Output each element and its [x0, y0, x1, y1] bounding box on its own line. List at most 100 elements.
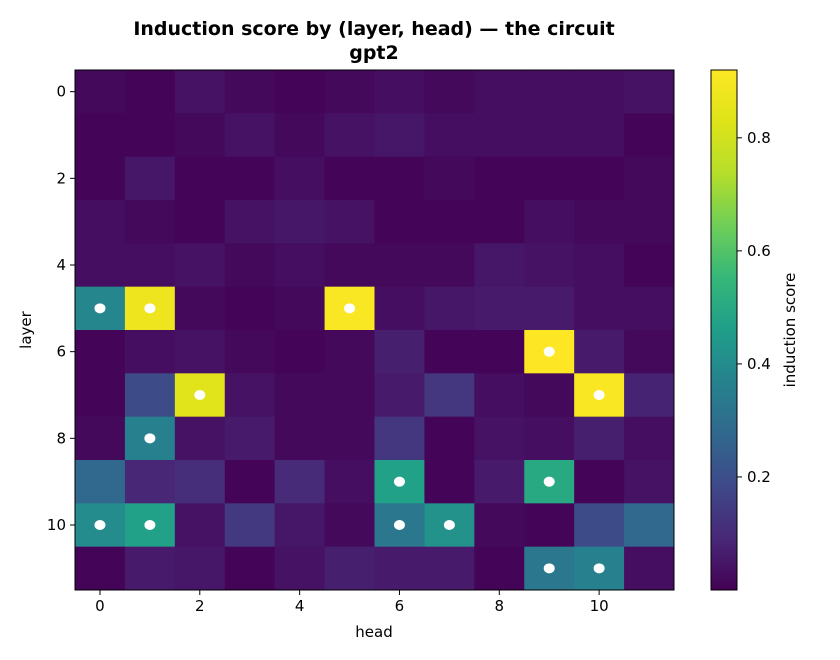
- x-tick-label: 8: [495, 597, 505, 615]
- heatmap-cell: [75, 70, 126, 114]
- heatmap-cell: [424, 156, 475, 201]
- heatmap-cell: [474, 200, 525, 244]
- colorbar-tick-label: 0.8: [747, 129, 771, 147]
- heatmap-cell: [524, 243, 575, 288]
- heatmap-cell: [224, 200, 276, 244]
- heatmap-cell: [324, 200, 375, 244]
- circuit-head-marker: [144, 303, 156, 314]
- heatmap-cell: [524, 416, 575, 461]
- heatmap-cell: [124, 113, 176, 158]
- heatmap-cell: [474, 286, 525, 331]
- heatmap-cell: [424, 200, 475, 244]
- heatmap-cell: [174, 243, 226, 288]
- heatmap-cell: [324, 243, 375, 288]
- heatmap-cell: [324, 330, 375, 374]
- heatmap-cell: [224, 113, 276, 158]
- heatmap-cell: [224, 70, 276, 114]
- x-tick-label: 4: [295, 597, 305, 615]
- heatmap-cell: [574, 503, 625, 548]
- heatmap-cell: [474, 546, 525, 591]
- heatmap-cell: [174, 460, 226, 504]
- heatmap-cell: [424, 243, 475, 288]
- heatmap-cell: [574, 70, 625, 114]
- heatmap-cell: [224, 503, 276, 548]
- heatmap-cell: [474, 156, 525, 201]
- heatmap-cell: [324, 503, 375, 548]
- heatmap-cell: [624, 156, 675, 201]
- chart-title: Induction score by (layer, head) — the c…: [133, 18, 614, 40]
- heatmap-cell: [174, 113, 226, 158]
- heatmap-cell: [75, 330, 126, 374]
- heatmap-cell: [124, 156, 176, 201]
- circuit-head-marker: [144, 433, 156, 444]
- heatmap-cell: [75, 113, 126, 158]
- heatmap-cell: [374, 330, 425, 374]
- circuit-head-marker: [543, 346, 555, 357]
- heatmap-cell: [574, 243, 625, 288]
- heatmap-cell: [574, 330, 625, 374]
- heatmap-cell: [224, 330, 276, 374]
- heatmap-cell: [624, 503, 675, 548]
- circuit-head-marker: [393, 476, 405, 487]
- heatmap-cell: [624, 330, 675, 374]
- circuit-head-marker: [393, 520, 405, 530]
- heatmap-cell: [174, 330, 226, 374]
- heatmap-cell: [124, 330, 176, 374]
- heatmap-cell: [274, 70, 326, 114]
- y-tick-label: 6: [56, 343, 66, 361]
- heatmap-cell: [624, 416, 675, 461]
- x-tick-label: 6: [395, 597, 405, 615]
- heatmap-cell: [75, 373, 126, 418]
- heatmap-cell: [424, 70, 475, 114]
- x-axis-ticks: 0 2 4 6 8 10: [95, 590, 609, 615]
- heatmap-cell: [124, 70, 176, 114]
- heatmap-cell: [624, 243, 675, 288]
- x-axis-label: head: [355, 623, 392, 641]
- circuit-head-marker: [194, 390, 206, 400]
- heatmap-cell: [274, 546, 326, 591]
- heatmap-cell: [274, 113, 326, 158]
- y-tick-label: 2: [56, 169, 66, 187]
- circuit-head-marker: [94, 520, 106, 530]
- circuit-head-marker: [144, 520, 156, 530]
- heatmap-cell: [574, 113, 625, 158]
- heatmap-cell: [624, 546, 675, 591]
- heatmap-cell: [274, 156, 326, 201]
- heatmap-cell: [574, 200, 625, 244]
- circuit-head-marker: [443, 520, 455, 530]
- heatmap-cell: [324, 373, 375, 418]
- heatmap-cell: [274, 416, 326, 461]
- plot-frame: [74, 69, 675, 591]
- x-tick-label: 0: [95, 597, 105, 615]
- heatmap-cell: [474, 373, 525, 418]
- heatmap-cell: [374, 416, 425, 461]
- heatmap-cell: [624, 460, 675, 504]
- y-tick-label: 8: [56, 429, 66, 447]
- colorbar-label: induction score: [781, 273, 799, 388]
- heatmap-cell: [424, 286, 475, 331]
- heatmap-cell: [224, 156, 276, 201]
- heatmap-cell: [524, 286, 575, 331]
- colorbar: [710, 69, 738, 591]
- heatmap-cell: [274, 460, 326, 504]
- heatmap-cell: [424, 416, 475, 461]
- heatmap-cell: [75, 546, 126, 591]
- heatmap-cell: [224, 416, 276, 461]
- heatmap-cell: [524, 373, 575, 418]
- heatmap-cell: [174, 200, 226, 244]
- heatmap-cell: [324, 113, 375, 158]
- circuit-head-marker: [344, 303, 356, 314]
- heatmap-cell: [374, 113, 425, 158]
- y-axis-label: layer: [17, 310, 35, 348]
- heatmap-cell: [474, 503, 525, 548]
- heatmap-cell: [574, 156, 625, 201]
- heatmap-cell: [524, 503, 575, 548]
- heatmap-cell: [474, 70, 525, 114]
- heatmap-cell: [374, 286, 425, 331]
- circuit-head-marker: [543, 563, 555, 574]
- heatmap-cell: [574, 460, 625, 504]
- x-tick-label: 10: [590, 597, 609, 615]
- heatmap-cell: [324, 416, 375, 461]
- heatmap-cell: [374, 243, 425, 288]
- heatmap-cells: [75, 70, 675, 591]
